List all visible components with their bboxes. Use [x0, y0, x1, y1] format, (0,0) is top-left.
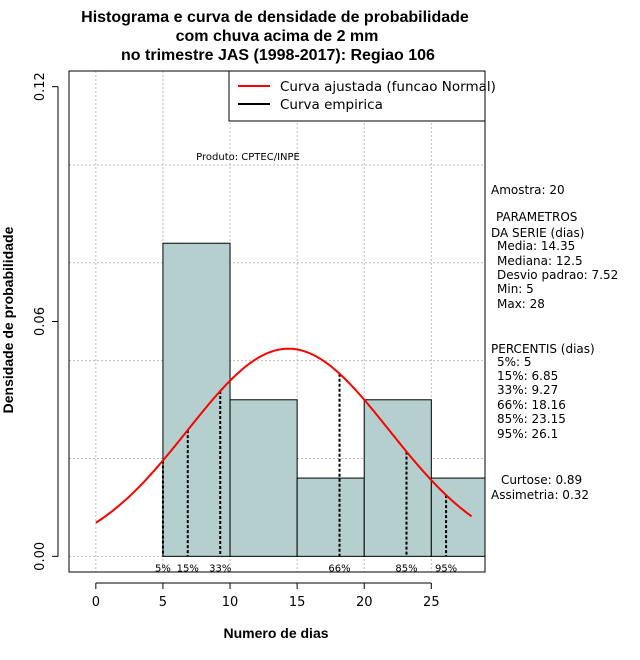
y-axis-label: Densidade de probabilidade	[0, 226, 16, 413]
stat-mediana: Mediana: 12.5	[497, 254, 583, 268]
percentile-label: 33%	[209, 563, 231, 574]
percentile-label: 66%	[328, 563, 350, 574]
x-tick-label: 15	[289, 595, 306, 610]
histogram-bar	[296, 477, 365, 557]
stat-amostra: Amostra: 20	[491, 183, 565, 197]
chart-title-line-2: com chuva acima de 2 mm	[176, 28, 379, 45]
chart-title-line-3: no trimestre JAS (1998-2017): Regiao 106	[121, 47, 435, 64]
y-tick-label: 0.12	[33, 72, 48, 101]
y-axis: 0.00 0.06 0.12	[33, 72, 59, 571]
stat-min: Min: 5	[497, 282, 534, 296]
normal-fit-curve	[95, 347, 473, 524]
percentile-lines: 5% 15% 33% 66% 85% 95%	[155, 373, 457, 574]
y-tick-label: 0.00	[33, 542, 48, 571]
chart-title-line-1: Histograma e curva de densidade de proba…	[81, 9, 469, 26]
percentile-label: 15%	[177, 563, 199, 574]
x-tick-label: 20	[356, 595, 373, 610]
x-tick-label: 10	[222, 595, 239, 610]
percentile-label: 95%	[435, 563, 457, 574]
histogram-bars	[162, 242, 485, 557]
stat-p95: 95%: 26.1	[497, 427, 558, 441]
x-tick-label: 0	[92, 595, 100, 610]
stat-p85: 85%: 23.15	[497, 412, 566, 426]
stat-assimetria: Assimetria: 0.32	[491, 488, 589, 502]
legend-label-fit: Curva ajustada (funcao Normal)	[280, 79, 496, 95]
legend-box	[228, 70, 486, 122]
histogram-bar	[430, 477, 485, 557]
stats-panel: Amostra: 20 PARAMETROS DA SERIE (dias) M…	[491, 183, 618, 502]
stat-param-title-1: PARAMETROS	[496, 210, 577, 224]
stat-param-title-2: DA SERIE (dias)	[491, 226, 584, 240]
legend: Curva ajustada (funcao Normal) Curva emp…	[228, 70, 496, 122]
stat-max: Max: 28	[497, 297, 545, 311]
x-axis-label: Numero de dias	[223, 625, 328, 641]
stat-curtose: Curtose: 0.89	[501, 473, 582, 487]
histogram-bar	[363, 399, 432, 557]
stat-percentis-title: PERCENTIS (dias)	[491, 342, 595, 356]
stat-p66: 66%: 18.16	[497, 398, 566, 412]
histogram-bar	[229, 399, 298, 557]
x-axis: 0 5 10 15 20 25	[92, 582, 440, 610]
x-tick-label: 5	[159, 595, 167, 610]
stat-p33: 33%: 9.27	[497, 383, 558, 397]
stat-p5: 5%: 5	[497, 355, 532, 369]
percentile-label: 5%	[155, 563, 171, 574]
histogram-bar	[162, 242, 231, 557]
x-tick-label: 25	[423, 595, 440, 610]
stat-p15: 15%: 6.85	[497, 369, 558, 383]
product-annotation: Produto: CPTEC/INPE	[196, 152, 300, 163]
stat-desvio: Desvio padrao: 7.52	[497, 268, 618, 282]
legend-label-empirical: Curva empirica	[280, 97, 383, 113]
percentile-label: 85%	[395, 563, 417, 574]
y-tick-label: 0.06	[33, 307, 48, 336]
stat-media: Media: 14.35	[497, 239, 575, 253]
